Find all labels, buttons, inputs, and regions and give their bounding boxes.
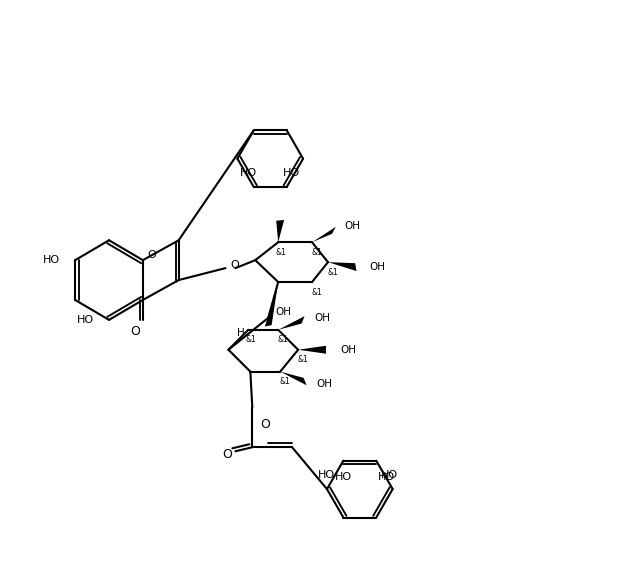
Polygon shape [276, 220, 284, 242]
Text: HO: HO [77, 315, 94, 325]
Text: OH: OH [275, 307, 291, 317]
Text: &1: &1 [279, 377, 290, 386]
Text: OH: OH [314, 313, 330, 323]
Polygon shape [312, 227, 336, 242]
Polygon shape [265, 282, 278, 326]
Text: O: O [222, 448, 233, 461]
Text: O: O [148, 250, 156, 260]
Text: &1: &1 [328, 268, 338, 276]
Polygon shape [328, 262, 356, 271]
Polygon shape [278, 316, 304, 330]
Text: HO: HO [43, 255, 60, 265]
Text: &1: &1 [246, 335, 256, 345]
Text: &1: &1 [276, 248, 287, 257]
Text: HO: HO [319, 470, 335, 480]
Text: OH: OH [316, 379, 332, 389]
Text: OH: OH [370, 262, 386, 272]
Text: &1: &1 [297, 355, 308, 364]
Text: HO: HO [240, 168, 258, 178]
Text: O: O [130, 325, 140, 338]
Text: &1: &1 [278, 335, 288, 345]
Polygon shape [280, 372, 306, 385]
Text: OH: OH [340, 345, 356, 355]
Text: OH: OH [344, 221, 360, 231]
Text: &1: &1 [312, 288, 322, 296]
Text: &1: &1 [312, 248, 322, 257]
Text: O: O [230, 260, 239, 270]
Text: HO: HO [378, 471, 395, 481]
Text: HO: HO [335, 471, 352, 481]
Text: O: O [260, 418, 270, 431]
Text: HO: HO [381, 470, 398, 480]
Polygon shape [298, 346, 326, 354]
Text: HO: HO [283, 168, 300, 178]
Text: H: H [237, 328, 244, 338]
